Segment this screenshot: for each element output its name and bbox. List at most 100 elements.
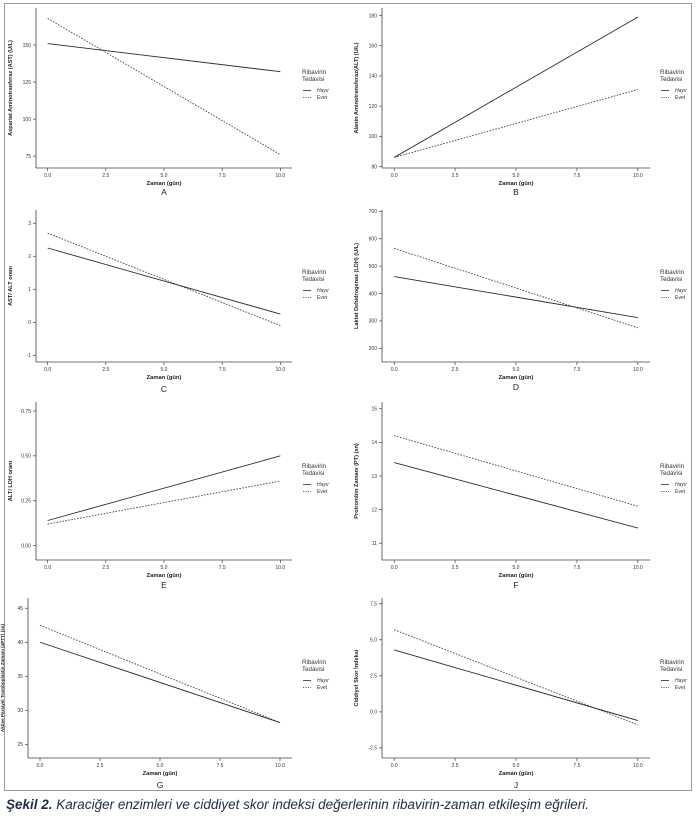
panel-label: C — [161, 384, 167, 394]
x-tick-label: 5.0 — [513, 367, 520, 373]
y-tick-label: 0.50 — [21, 454, 31, 460]
y-tick-label: 30 — [17, 708, 23, 714]
y-tick-label: 13 — [371, 474, 377, 480]
y-tick-label: 150 — [23, 43, 32, 49]
y-tick-label: 45 — [17, 606, 23, 612]
y-axis-label: Aspartat Aminotranferaz (AST) (U/L) — [8, 40, 14, 136]
legend-title: Ribavirin — [302, 269, 327, 276]
panel-a: 0.0 2.5 5.0 7.5 10.0 75 100 125 150 Zaman (gün) As… — [8, 8, 329, 197]
x-tick-label: 0.0 — [37, 763, 44, 769]
y-tick-label: 3 — [28, 221, 31, 227]
x-tick-label: 2.5 — [97, 763, 104, 769]
y-tick-label: 15 — [371, 407, 377, 413]
figure-frame — [4, 3, 692, 791]
legend-label: Evet — [675, 295, 686, 301]
y-axis-label: Laktat Dehidrogenaz (LDH) (U/L) — [354, 243, 360, 329]
caption-text: Karaciğer enzimleri ve ciddiyet skor ind… — [52, 797, 590, 812]
series-line-hayir — [394, 462, 638, 529]
x-tick-label: 0.0 — [44, 173, 51, 179]
series-line-evet — [394, 629, 638, 726]
legend-label: Evet — [675, 685, 686, 691]
legend-label: Evet — [675, 95, 686, 101]
legend-title: Tedavisi — [302, 76, 324, 83]
panel-label: J — [514, 780, 518, 790]
legend-title: Ribavirin — [660, 269, 685, 276]
y-tick-label: 125 — [23, 80, 32, 86]
legend-title: Ribavirin — [660, 659, 685, 666]
x-tick-label: 7.5 — [573, 367, 580, 373]
x-tick-label: 10.0 — [275, 173, 285, 179]
panel-e: 0.0 2.5 5.0 7.5 10.0 0.00 0.25 0.50 0.75 Zaman (g… — [8, 402, 329, 590]
legend-title: Ribavirin — [660, 69, 685, 76]
panel-c: 0.0 2.5 5.0 7.5 10.0 -1 0 1 2 3 Zaman (gün) AST/ AL… — [8, 210, 329, 394]
x-tick-label: 2.5 — [452, 367, 459, 373]
legend-label: Hayır — [675, 678, 687, 684]
legend-title: Ribavirin — [302, 69, 327, 76]
x-axis-label: Zaman (gün) — [499, 375, 534, 381]
y-tick-label: 7.5 — [370, 602, 377, 608]
x-tick-label: 7.5 — [573, 173, 580, 179]
y-tick-label: 300 — [369, 319, 378, 325]
y-tick-label: 0.0 — [370, 710, 377, 716]
y-tick-label: 100 — [23, 117, 32, 123]
y-tick-label: 75 — [25, 154, 31, 160]
y-tick-label: 140 — [369, 74, 378, 80]
y-axis-label: Ciddiyet Skor İndeksi — [353, 649, 360, 706]
y-tick-label: 0.75 — [21, 409, 31, 415]
x-axis-label: Zaman (gün) — [147, 181, 182, 187]
x-tick-label: 7.5 — [217, 763, 224, 769]
legend-title: Tedavisi — [660, 666, 682, 673]
x-tick-label: 10.0 — [633, 367, 643, 373]
x-tick-label: 2.5 — [102, 367, 109, 373]
x-tick-label: 10.0 — [633, 565, 643, 571]
x-tick-label: 7.5 — [219, 367, 226, 373]
legend-label: Hayır — [317, 678, 329, 684]
y-tick-label: 14 — [371, 440, 377, 446]
x-tick-label: 0.0 — [391, 367, 398, 373]
x-tick-label: 0.0 — [391, 565, 398, 571]
x-tick-label: 2.5 — [452, 565, 459, 571]
y-tick-label: 160 — [369, 44, 378, 50]
x-axis-label: Zaman (gün) — [143, 771, 178, 777]
legend-label: Evet — [317, 685, 328, 691]
x-tick-label: 10.0 — [275, 763, 285, 769]
x-tick-label: 10.0 — [633, 173, 643, 179]
y-tick-label: 2.5 — [370, 674, 377, 680]
series-line-hayir — [47, 43, 281, 73]
series-line-hayir — [39, 641, 281, 724]
x-tick-label: 2.5 — [102, 565, 109, 571]
panel-j: 0.0 2.5 5.0 7.5 10.0 -2.5 0.0 2.5 5.0 7.5 Zaman (g… — [353, 598, 687, 790]
legend-title: Ribavirin — [302, 463, 327, 470]
y-tick-label: 80 — [371, 164, 377, 170]
legend-title: Tedavisi — [660, 76, 682, 83]
x-axis-label: Zaman (gün) — [499, 181, 534, 187]
y-tick-label: 40 — [17, 640, 23, 646]
panel-label: E — [161, 580, 167, 590]
x-axis-label: Zaman (gün) — [147, 573, 182, 579]
y-tick-label: -2.5 — [368, 746, 377, 752]
x-axis-label: Zaman (gün) — [499, 771, 534, 777]
panel-label: G — [157, 780, 164, 790]
legend-title: Tedavisi — [660, 276, 682, 283]
panel-label: A — [161, 187, 167, 197]
legend-label: Hayır — [675, 482, 687, 488]
y-tick-label: 0 — [28, 320, 31, 326]
y-tick-label: 100 — [369, 134, 378, 140]
y-tick-label: 120 — [369, 104, 378, 110]
x-tick-label: 7.5 — [573, 763, 580, 769]
y-tick-label: 11 — [372, 541, 377, 547]
series-line-evet — [47, 480, 281, 525]
legend-label: Evet — [317, 489, 328, 495]
x-tick-label: 2.5 — [452, 763, 459, 769]
x-tick-label: 0.0 — [391, 763, 398, 769]
x-tick-label: 5.0 — [161, 565, 168, 571]
panel-b: 0.0 2.5 5.0 7.5 10.0 80 100 120 140 160 180 Zaman (… — [354, 8, 687, 197]
legend-label: Hayır — [317, 288, 329, 294]
y-axis-label: ALT/ LDH oranı — [8, 460, 14, 501]
series-line-hayir — [394, 649, 638, 721]
legend-label: Evet — [317, 95, 328, 101]
legend-title: Ribavirin — [660, 463, 685, 470]
